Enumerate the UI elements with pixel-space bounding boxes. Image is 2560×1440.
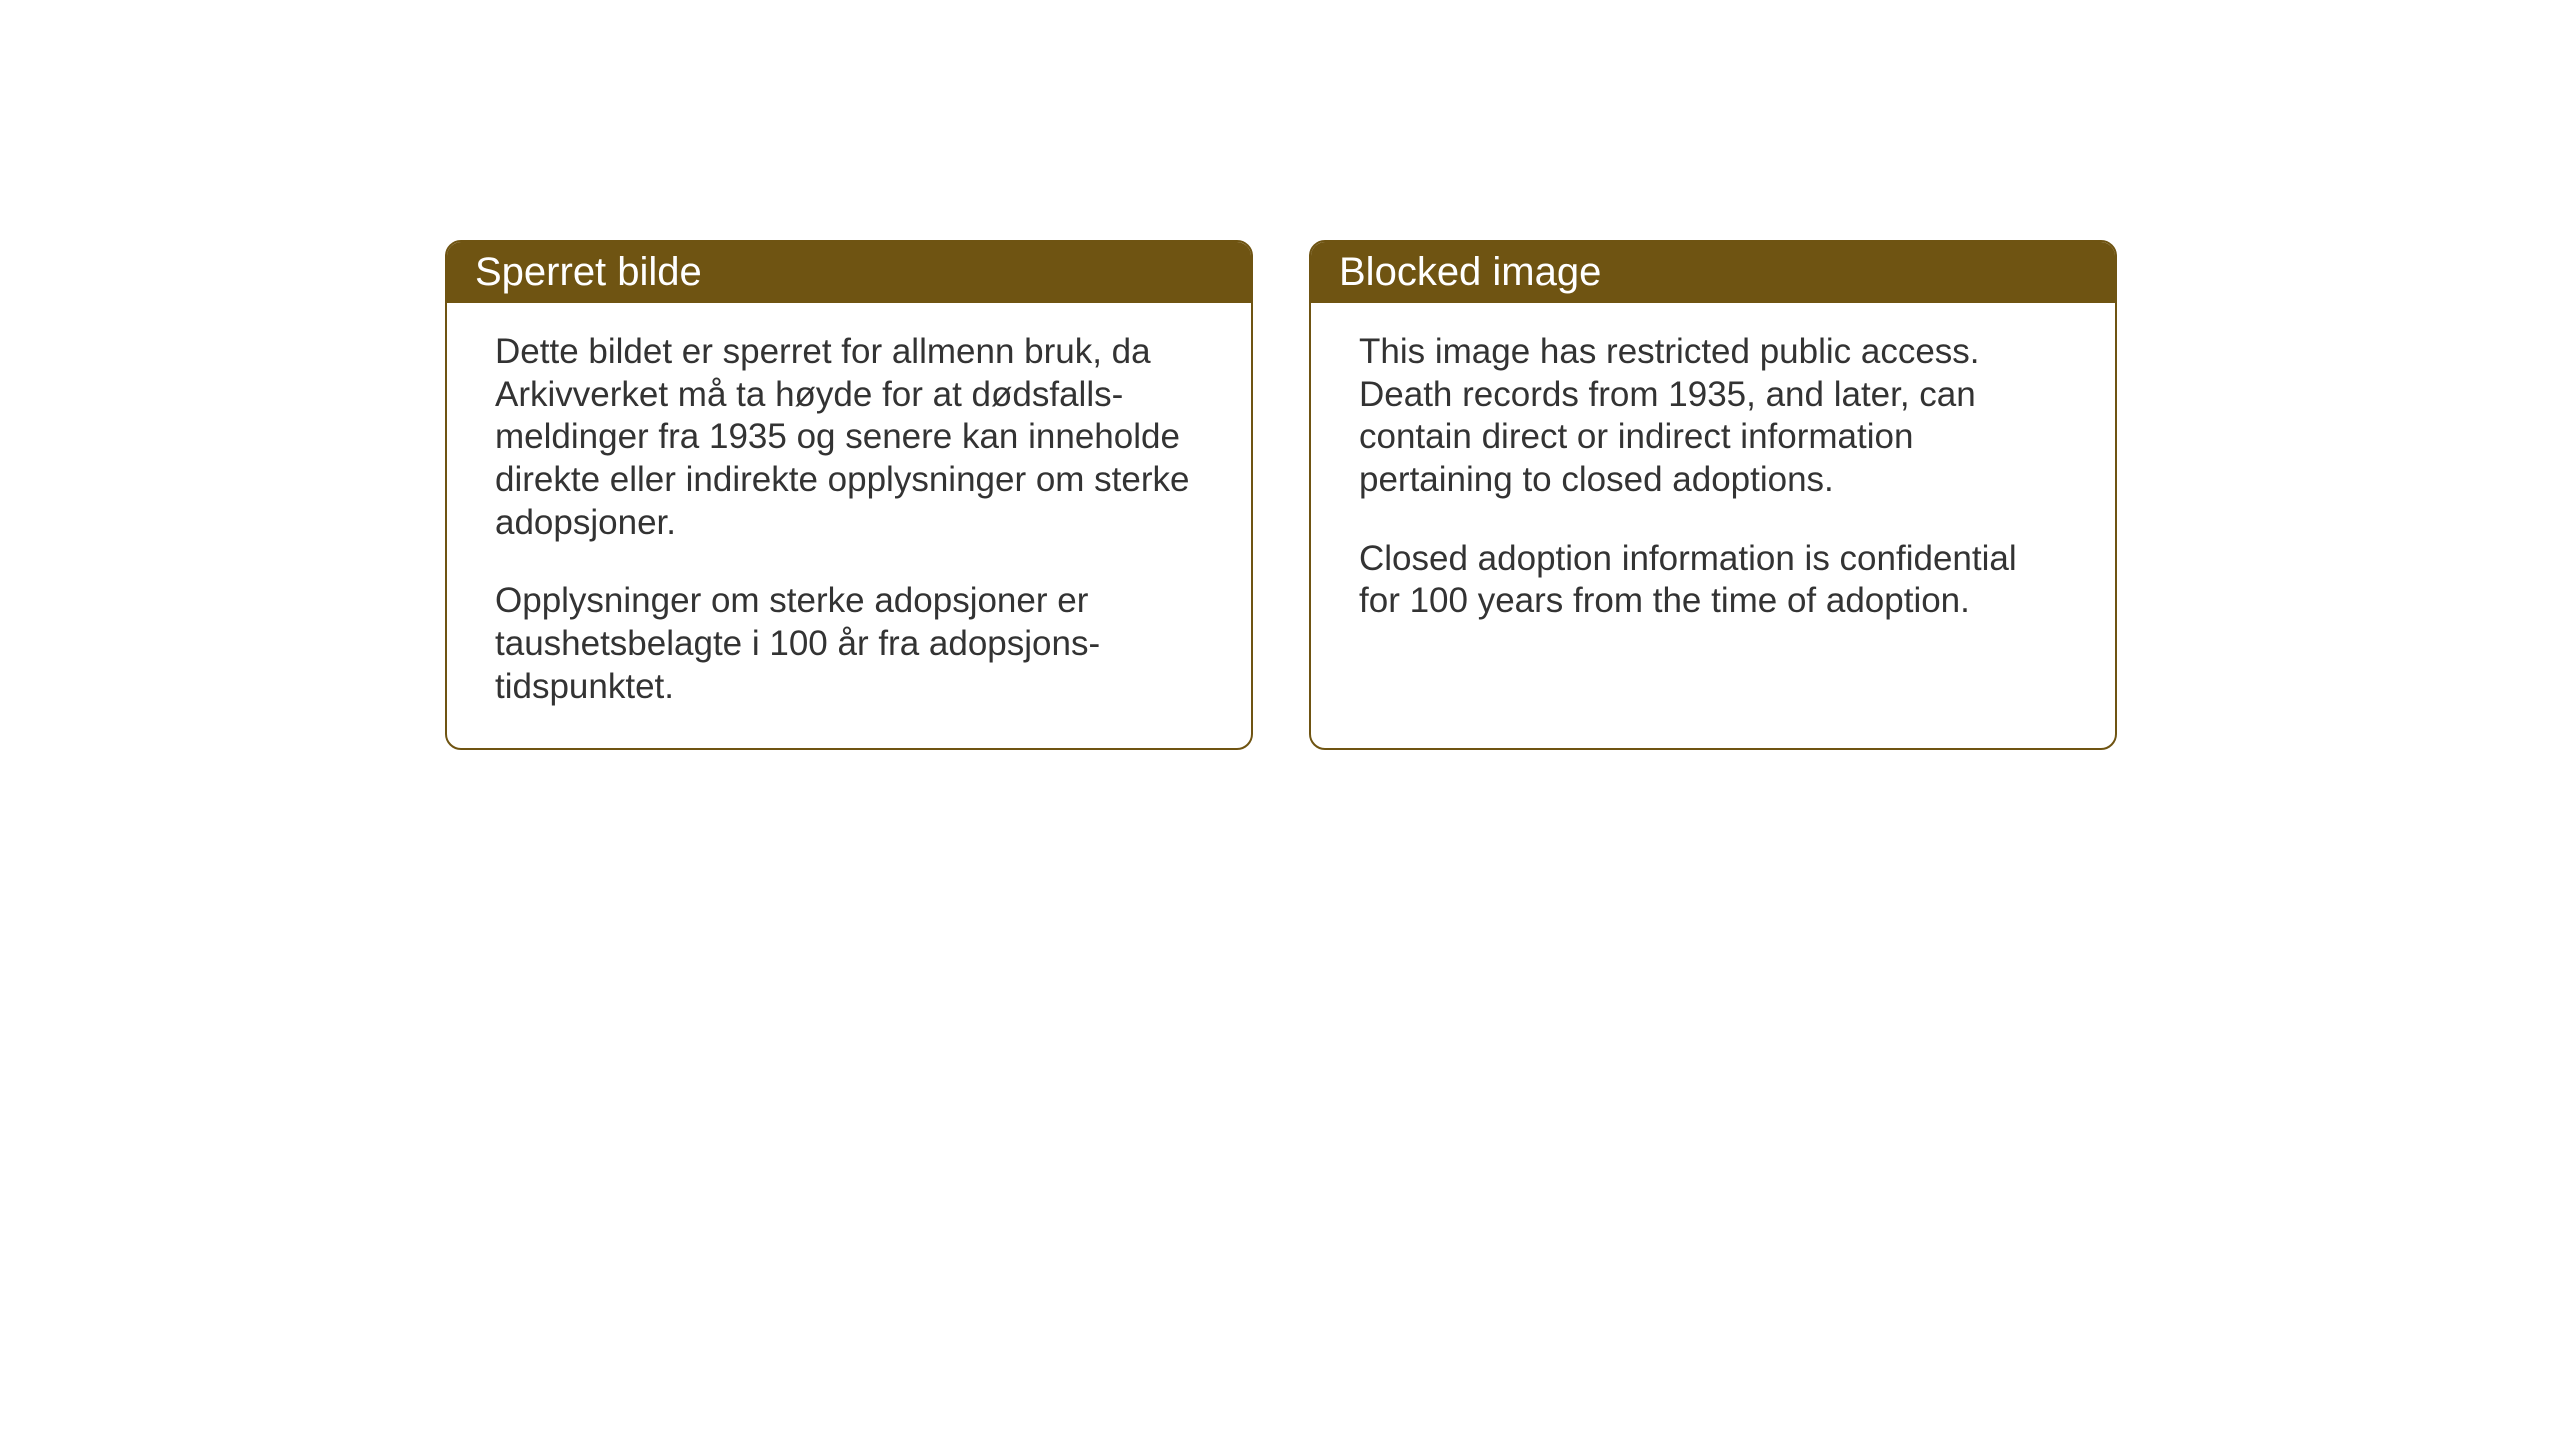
- card-title-english: Blocked image: [1339, 250, 1601, 294]
- card-body-norwegian: Dette bildet er sperret for allmenn bruk…: [447, 303, 1251, 745]
- card-paragraph-1-english: This image has restricted public access.…: [1359, 331, 2067, 502]
- card-header-english: Blocked image: [1311, 242, 2115, 303]
- card-paragraph-1-norwegian: Dette bildet er sperret for allmenn bruk…: [495, 331, 1203, 544]
- notice-card-norwegian: Sperret bilde Dette bildet er sperret fo…: [445, 240, 1253, 750]
- card-body-english: This image has restricted public access.…: [1311, 303, 2115, 659]
- notice-cards-container: Sperret bilde Dette bildet er sperret fo…: [445, 240, 2117, 750]
- card-header-norwegian: Sperret bilde: [447, 242, 1251, 303]
- card-title-norwegian: Sperret bilde: [475, 250, 702, 294]
- card-paragraph-2-norwegian: Opplysninger om sterke adopsjoner er tau…: [495, 580, 1203, 708]
- notice-card-english: Blocked image This image has restricted …: [1309, 240, 2117, 750]
- card-paragraph-2-english: Closed adoption information is confident…: [1359, 538, 2067, 623]
